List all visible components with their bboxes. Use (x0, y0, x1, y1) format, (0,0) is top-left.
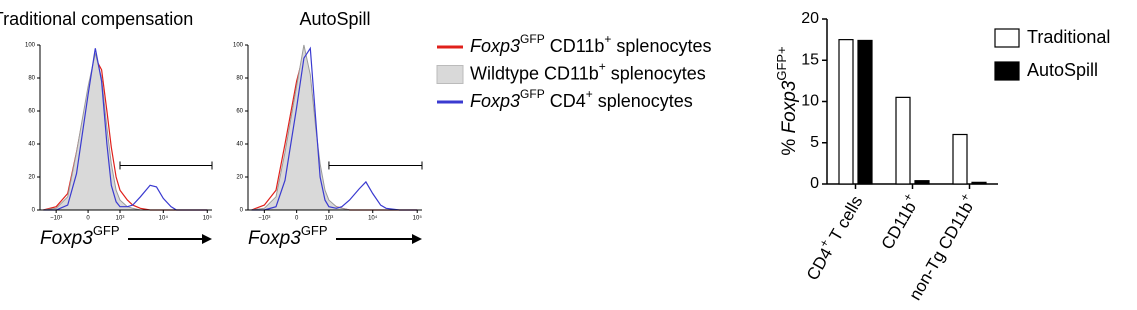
histogram-line (43, 48, 208, 211)
legend-swatch (436, 65, 464, 84)
bar (971, 181, 987, 185)
superscript: GFP (93, 223, 120, 238)
text-part: Foxp3 (470, 36, 520, 56)
axis-arrowhead (412, 234, 422, 244)
y-tick-label: 20 (236, 175, 243, 181)
text-part: CD4 (545, 91, 586, 111)
panel-title: AutoSpill (299, 9, 370, 29)
histogram-line (43, 56, 208, 211)
y-tick-label: 15 (801, 51, 819, 68)
y-tick-label: 0 (240, 208, 244, 214)
text-part: CD4 (803, 245, 836, 284)
x-tick-label: 10³ (116, 216, 125, 222)
text-part: Wildtype CD11b (470, 63, 599, 83)
x-axis-label: Foxp3GFP (248, 223, 328, 249)
legend-label: Foxp3GFP CD11b+ splenocytes (470, 32, 711, 56)
axis-arrowhead (202, 234, 212, 244)
y-tick-label: 5 (810, 134, 819, 151)
bar (952, 133, 968, 185)
y-tick-label: 60 (236, 109, 243, 115)
legend-swatch (994, 28, 1020, 48)
y-tick-label: 80 (236, 76, 243, 82)
y-tick-label: 80 (28, 76, 35, 82)
y-tick-label: 10 (801, 93, 819, 110)
histogram-line (251, 50, 418, 211)
x-tick-label: 10⁵ (413, 215, 423, 222)
legend-label: Foxp3GFP CD4+ splenocytes (470, 87, 693, 111)
y-axis-label: % Foxp3GFP+ (774, 46, 800, 155)
bar (857, 39, 873, 185)
y-tick-label: 100 (25, 43, 36, 49)
text-part: splenocytes (593, 91, 693, 111)
y-tick-label: 40 (236, 142, 243, 148)
histogram-line (251, 46, 418, 211)
legend-label: AutoSpill (1027, 60, 1098, 80)
x-tick-label: 0 (86, 216, 90, 222)
histogram-area (43, 53, 208, 211)
superscript: GFP (520, 32, 545, 46)
x-tick-label: CD4+ T cells (800, 191, 867, 284)
y-tick-label: 0 (810, 175, 819, 192)
x-tick-label: 10⁵ (203, 215, 213, 222)
superscript: + (599, 60, 606, 74)
x-tick-label: 10³ (325, 216, 334, 222)
legend-swatch (994, 61, 1020, 81)
y-tick-label: 40 (28, 142, 35, 148)
y-tick-label: 20 (801, 10, 819, 27)
x-tick-label: 10⁴ (368, 215, 378, 222)
text-part: CD11b (545, 36, 605, 56)
y-tick-label: 20 (28, 175, 35, 181)
bar (914, 180, 930, 185)
text-part: Foxp3 (779, 80, 800, 133)
x-tick-label: CD11b+ (874, 191, 924, 253)
text-part: % (779, 133, 800, 155)
histogram-area (251, 44, 418, 211)
x-tick-label: 0 (295, 216, 299, 222)
text-part: Foxp3 (470, 91, 520, 111)
x-tick-label: −10³ (50, 216, 62, 222)
bar (895, 96, 911, 185)
y-tick-label: 60 (28, 109, 35, 115)
y-tick-label: 0 (32, 208, 36, 214)
x-axis-label: Foxp3GFP (40, 223, 120, 249)
y-tick-label: 100 (233, 43, 244, 49)
x-tick-label: 10⁴ (159, 215, 169, 222)
text-part: T cells (824, 193, 867, 249)
x-tick-label: −10³ (258, 216, 270, 222)
superscript: + (604, 32, 611, 46)
superscript: GFP (520, 87, 545, 101)
legend-label: Wildtype CD11b+ splenocytes (470, 60, 706, 84)
superscript: GFP+ (774, 46, 789, 80)
text-part: Foxp3 (40, 228, 93, 249)
text-part: splenocytes (606, 63, 706, 83)
text-part: CD11b (878, 199, 920, 253)
text-part: splenocytes (611, 36, 711, 56)
text-part: Foxp3 (248, 228, 301, 249)
superscript: GFP (301, 223, 328, 238)
legend-label: Traditional (1027, 27, 1110, 47)
bar (838, 39, 854, 185)
panel-title: Traditional compensation (0, 9, 193, 29)
superscript: + (586, 87, 593, 101)
